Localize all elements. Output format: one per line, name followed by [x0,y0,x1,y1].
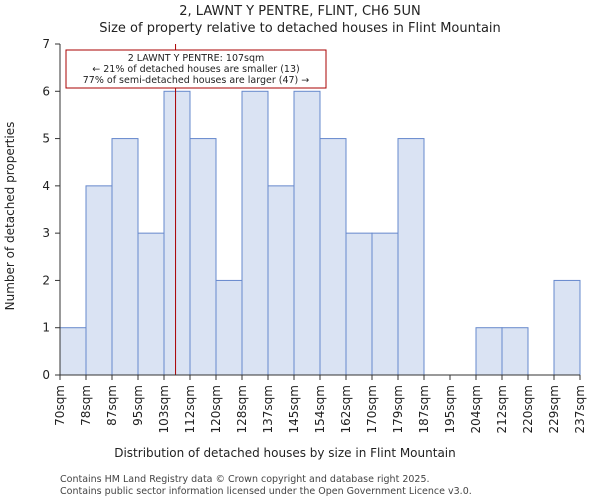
bar-112sqm-120sqm [189,138,217,376]
annotation-border [65,49,327,89]
x-tick-label-95sqm: 95sqm [131,385,145,426]
ticks-layer: 0 1 2 3 4 5 6 7 70sqm 78sqm 87sqm 95sqm 103sqm 112sqm… [42,37,587,433]
x-tick-label-204sqm: 204sqm [469,385,483,433]
y-tick-label-1: 1 [42,321,50,335]
x-tick-label-179sqm: 179sqm [391,385,405,433]
chart-subtitle: Size of property relative to detached ho… [99,21,501,36]
bar-120sqm-128sqm [215,279,243,376]
annotation-line-3: 77% of semi-detached houses are larger (… [83,75,310,86]
y-axis-label: Number of detached properties [3,122,17,311]
footer-line-1: Contains HM Land Registry data © Crown c… [60,474,430,485]
x-tick-label-70sqm: 70sqm [53,385,67,426]
y-tick-label-7: 7 [42,37,50,51]
x-tick-label-145sqm: 145sqm [287,385,301,433]
bar-170sqm-179sqm [371,232,399,376]
x-tick-label-212sqm: 212sqm [495,385,509,433]
x-tick-label-237sqm: 237sqm [573,385,587,433]
y-tick-label-4: 4 [42,179,50,193]
bars-layer [59,90,581,376]
x-tick-label-78sqm: 78sqm [79,385,93,426]
x-tick-label-128sqm: 128sqm [235,385,249,433]
annotation-line-1: 2 LAWNT Y PENTRE: 107sqm [128,53,265,64]
x-tick-label-195sqm: 195sqm [443,385,457,433]
x-tick-label-229sqm: 229sqm [547,385,561,433]
x-tick-label-87sqm: 87sqm [105,385,119,426]
x-tick-label-154sqm: 154sqm [313,385,327,433]
x-tick-label-170sqm: 170sqm [365,385,379,433]
bar-204sqm-212sqm [475,327,503,376]
y-tick-label-3: 3 [42,226,50,240]
bar-137sqm-145sqm [267,185,295,376]
bar-212sqm-220sqm [501,327,529,376]
bar-70sqm-78sqm [59,327,87,376]
x-tick-label-103sqm: 103sqm [157,385,171,433]
y-tick-label-6: 6 [42,84,50,98]
bar-87sqm-95sqm [111,138,139,376]
chart-title: 2, LAWNT Y PENTRE, FLINT, CH6 5UN [179,4,420,19]
x-tick-label-187sqm: 187sqm [417,385,431,433]
x-tick-label-112sqm: 112sqm [183,385,197,433]
bar-128sqm-137sqm [241,90,269,376]
x-axis-label: Distribution of detached houses by size … [114,446,456,460]
y-tick-label-5: 5 [42,132,50,146]
bar-103sqm-112sqm [163,90,191,376]
x-tick-label-162sqm: 162sqm [339,385,353,433]
bar-154sqm-162sqm [319,138,347,376]
bar-179sqm-187sqm [397,138,425,376]
annotation-line-2: ← 21% of detached houses are smaller (13… [92,64,299,75]
bar-95sqm-103sqm [137,232,165,376]
x-tick-label-137sqm: 137sqm [261,385,275,433]
y-tick-label-2: 2 [42,273,50,287]
bar-145sqm-154sqm [293,90,321,376]
y-tick-label-0: 0 [42,368,50,382]
x-tick-label-120sqm: 120sqm [209,385,223,433]
annotation-box: 2 LAWNT Y PENTRE: 107sqm ← 21% of detach… [65,49,327,89]
footer-line-2: Contains public sector information licen… [60,486,472,497]
x-tick-label-220sqm: 220sqm [521,385,535,433]
bar-162sqm-170sqm [345,232,373,376]
bar-78sqm-87sqm [85,185,113,376]
bar-229sqm-237sqm [553,279,581,376]
